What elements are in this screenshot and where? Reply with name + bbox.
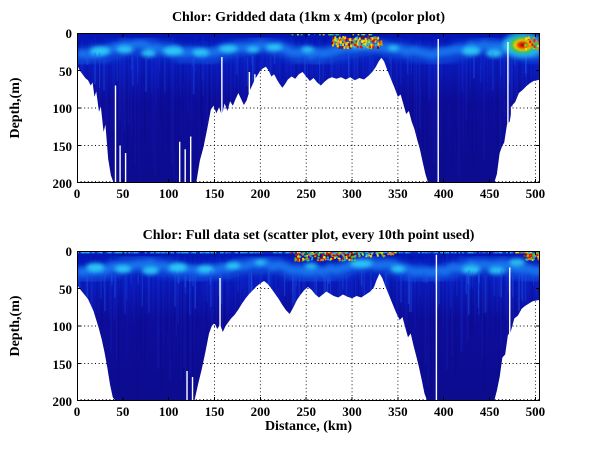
x-tick-label: 100 [158, 404, 179, 419]
x-tick-label: 450 [479, 404, 500, 419]
x-tick-label: 250 [296, 186, 316, 201]
y-tick-label: 150 [52, 356, 73, 372]
x-tick-label: 500 [525, 404, 546, 419]
scatter-section-plot [77, 251, 540, 401]
x-tick-label: 400 [433, 404, 454, 419]
x-tick-label: 50 [116, 404, 130, 419]
x-tick-label: 350 [388, 404, 408, 419]
chlorophyll-field [77, 33, 540, 183]
x-tick-label: 200 [250, 186, 271, 201]
top-y-axis-label: Depth,(m) [8, 77, 23, 139]
y-tick-label: 50 [59, 281, 72, 297]
top-plot-title: Chlor: Gridded data (1km x 4m) (pcolor p… [171, 10, 446, 25]
bottom-y-axis-label: Depth,(m) [8, 295, 23, 357]
pcolor-section-plot [77, 33, 540, 183]
x-tick-label: 150 [204, 186, 225, 201]
y-tick-label: 150 [52, 138, 73, 154]
x-tick-label: 150 [204, 404, 225, 419]
chlorophyll-field [77, 251, 540, 401]
x-tick-label: 400 [433, 186, 454, 201]
y-tick-label: 50 [59, 63, 72, 79]
y-tick-label: 200 [52, 394, 73, 409]
x-tick-label: 500 [525, 186, 546, 201]
axes-frame [77, 251, 540, 401]
y-tick-label: 100 [52, 319, 73, 334]
x-axis-label: Distance, (km) [264, 419, 353, 434]
x-tick-label: 100 [158, 186, 179, 201]
x-tick-label: 50 [116, 186, 130, 201]
bottom-plot-axes: 0 50 100 150 200 250 300 350 400 450 500 0 50 100 150 2… [53, 244, 546, 419]
axes-frame [77, 33, 540, 183]
x-tick-label: 0 [73, 186, 81, 201]
x-tick-label: 250 [296, 404, 316, 419]
bottom-plot-title: Chlor: Full data set (scatter plot, ever… [142, 228, 475, 243]
x-tick-label: 0 [73, 404, 81, 419]
x-tick-label: 300 [342, 404, 362, 419]
x-tick-label: 450 [479, 186, 500, 201]
top-plot-axes: 0 50 100 150 200 250 300 350 400 450 500 0 50 100 150 2… [53, 26, 546, 201]
y-tick-label: 0 [65, 244, 73, 259]
missing-data-gaps [114, 39, 513, 183]
x-tick-label: 350 [388, 186, 408, 201]
x-tick-label: 300 [342, 186, 362, 201]
missing-data-gaps [186, 254, 511, 401]
y-tick-label: 200 [52, 176, 73, 191]
y-tick-label: 100 [52, 101, 73, 116]
x-tick-label: 200 [250, 404, 271, 419]
y-tick-label: 0 [65, 26, 73, 41]
